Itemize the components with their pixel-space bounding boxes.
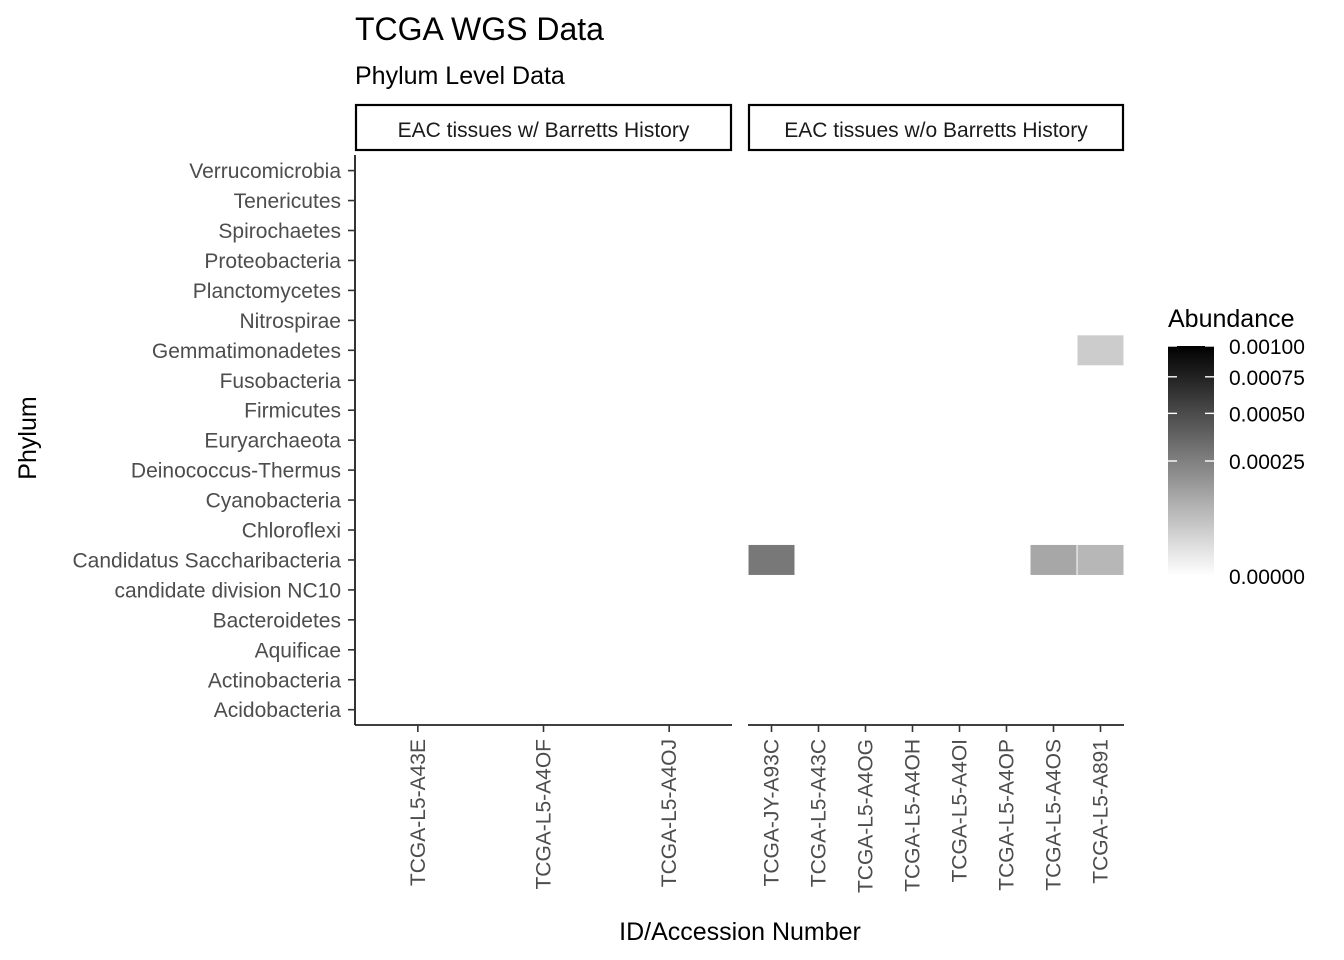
chart-title: TCGA WGS Data xyxy=(355,11,604,47)
x-tick-label: TCGA-L5-A43C xyxy=(808,739,831,887)
y-axis-ticks: Acidobacteria Actinobacteria Aquificae Bact… xyxy=(73,160,355,722)
legend-breaks: 0.00000 0.00025 0.00050 0.00075 0.00100 xyxy=(1168,336,1305,589)
facet-strip-box xyxy=(747,103,1125,152)
x-axis-ticks: TCGA-L5-A43E TCGA-L5-A4OF TCGA-L5-A4OJ TCGA… xyxy=(407,725,1113,893)
heatmap-cell xyxy=(748,544,795,575)
y-tick-label: Planctomycetes xyxy=(193,280,341,303)
y-tick-label: Fusobacteria xyxy=(220,370,342,393)
x-tick-label: TCGA-L5-A4OI xyxy=(949,739,972,883)
y-tick-label: Chloroflexi xyxy=(242,520,341,543)
legend: Abundance 0.000000.000250.000500.000750.… xyxy=(1168,305,1305,589)
y-tick-label: Actinobacteria xyxy=(208,669,341,692)
facet-strips: EAC tissues w/ Barretts History EAC tissu… xyxy=(354,103,1125,152)
facet-strip-label: EAC tissues w/ Barretts History xyxy=(398,119,690,142)
legend-break-label: 0.00100 xyxy=(1229,336,1305,359)
y-tick-label: Gemmatimonadetes xyxy=(152,340,341,363)
y-tick-label: Aquificae xyxy=(255,639,341,662)
x-tick-label: TCGA-L5-A4OH xyxy=(902,739,925,892)
y-tick-label: Verrucomicrobia xyxy=(189,160,341,183)
x-axis-title: ID/Accession Number xyxy=(619,918,861,946)
x-tick-label: TCGA-L5-A4OJ xyxy=(658,739,681,887)
x-tick-label: TCGA-L5-A4OS xyxy=(1043,739,1066,891)
y-tick-label: Nitrospirae xyxy=(239,310,341,333)
x-tick-label: TCGA-L5-A4OF xyxy=(533,739,556,890)
legend-break-label: 0.00025 xyxy=(1229,451,1305,474)
legend-break-label: 0.00000 xyxy=(1229,566,1305,589)
y-tick-label: Euryarchaeota xyxy=(204,430,341,453)
x-tick-label: TCGA-L5-A4OG xyxy=(855,739,878,893)
y-tick-label: Cyanobacteria xyxy=(206,490,342,513)
heatmap-cell xyxy=(1077,544,1124,575)
y-tick-label: Deinococcus-Thermus xyxy=(131,460,341,483)
facet-strip-box xyxy=(354,103,733,152)
y-tick-label: Tenericutes xyxy=(234,190,341,213)
x-tick-label: TCGA-L5-A4OP xyxy=(996,739,1019,891)
legend-title: Abundance xyxy=(1168,305,1295,333)
heatmap-cell xyxy=(1030,544,1077,575)
chart-subtitle: Phylum Level Data xyxy=(355,62,565,90)
y-tick-label: candidate division NC10 xyxy=(115,579,341,602)
y-axis-title: Phylum xyxy=(14,396,42,479)
axes xyxy=(354,155,1124,726)
y-tick-label: Candidatus Saccharibacteria xyxy=(73,549,342,572)
x-tick-label: TCGA-L5-A43E xyxy=(407,739,430,886)
y-tick-label: Firmicutes xyxy=(244,400,341,423)
y-tick-label: Proteobacteria xyxy=(204,250,341,273)
y-tick-label: Spirochaetes xyxy=(218,220,341,243)
legend-break-label: 0.00050 xyxy=(1229,403,1305,426)
heatmap-cells xyxy=(748,335,1124,575)
y-tick-label: Bacteroidetes xyxy=(213,609,341,632)
heatmap-cell xyxy=(1077,335,1124,366)
x-tick-label: TCGA-L5-A891 xyxy=(1090,739,1113,884)
facet-strip-label: EAC tissues w/o Barretts History xyxy=(784,119,1088,142)
legend-break-label: 0.00075 xyxy=(1229,367,1305,390)
x-tick-label: TCGA-JY-A93C xyxy=(761,739,784,886)
y-tick-label: Acidobacteria xyxy=(214,699,342,722)
